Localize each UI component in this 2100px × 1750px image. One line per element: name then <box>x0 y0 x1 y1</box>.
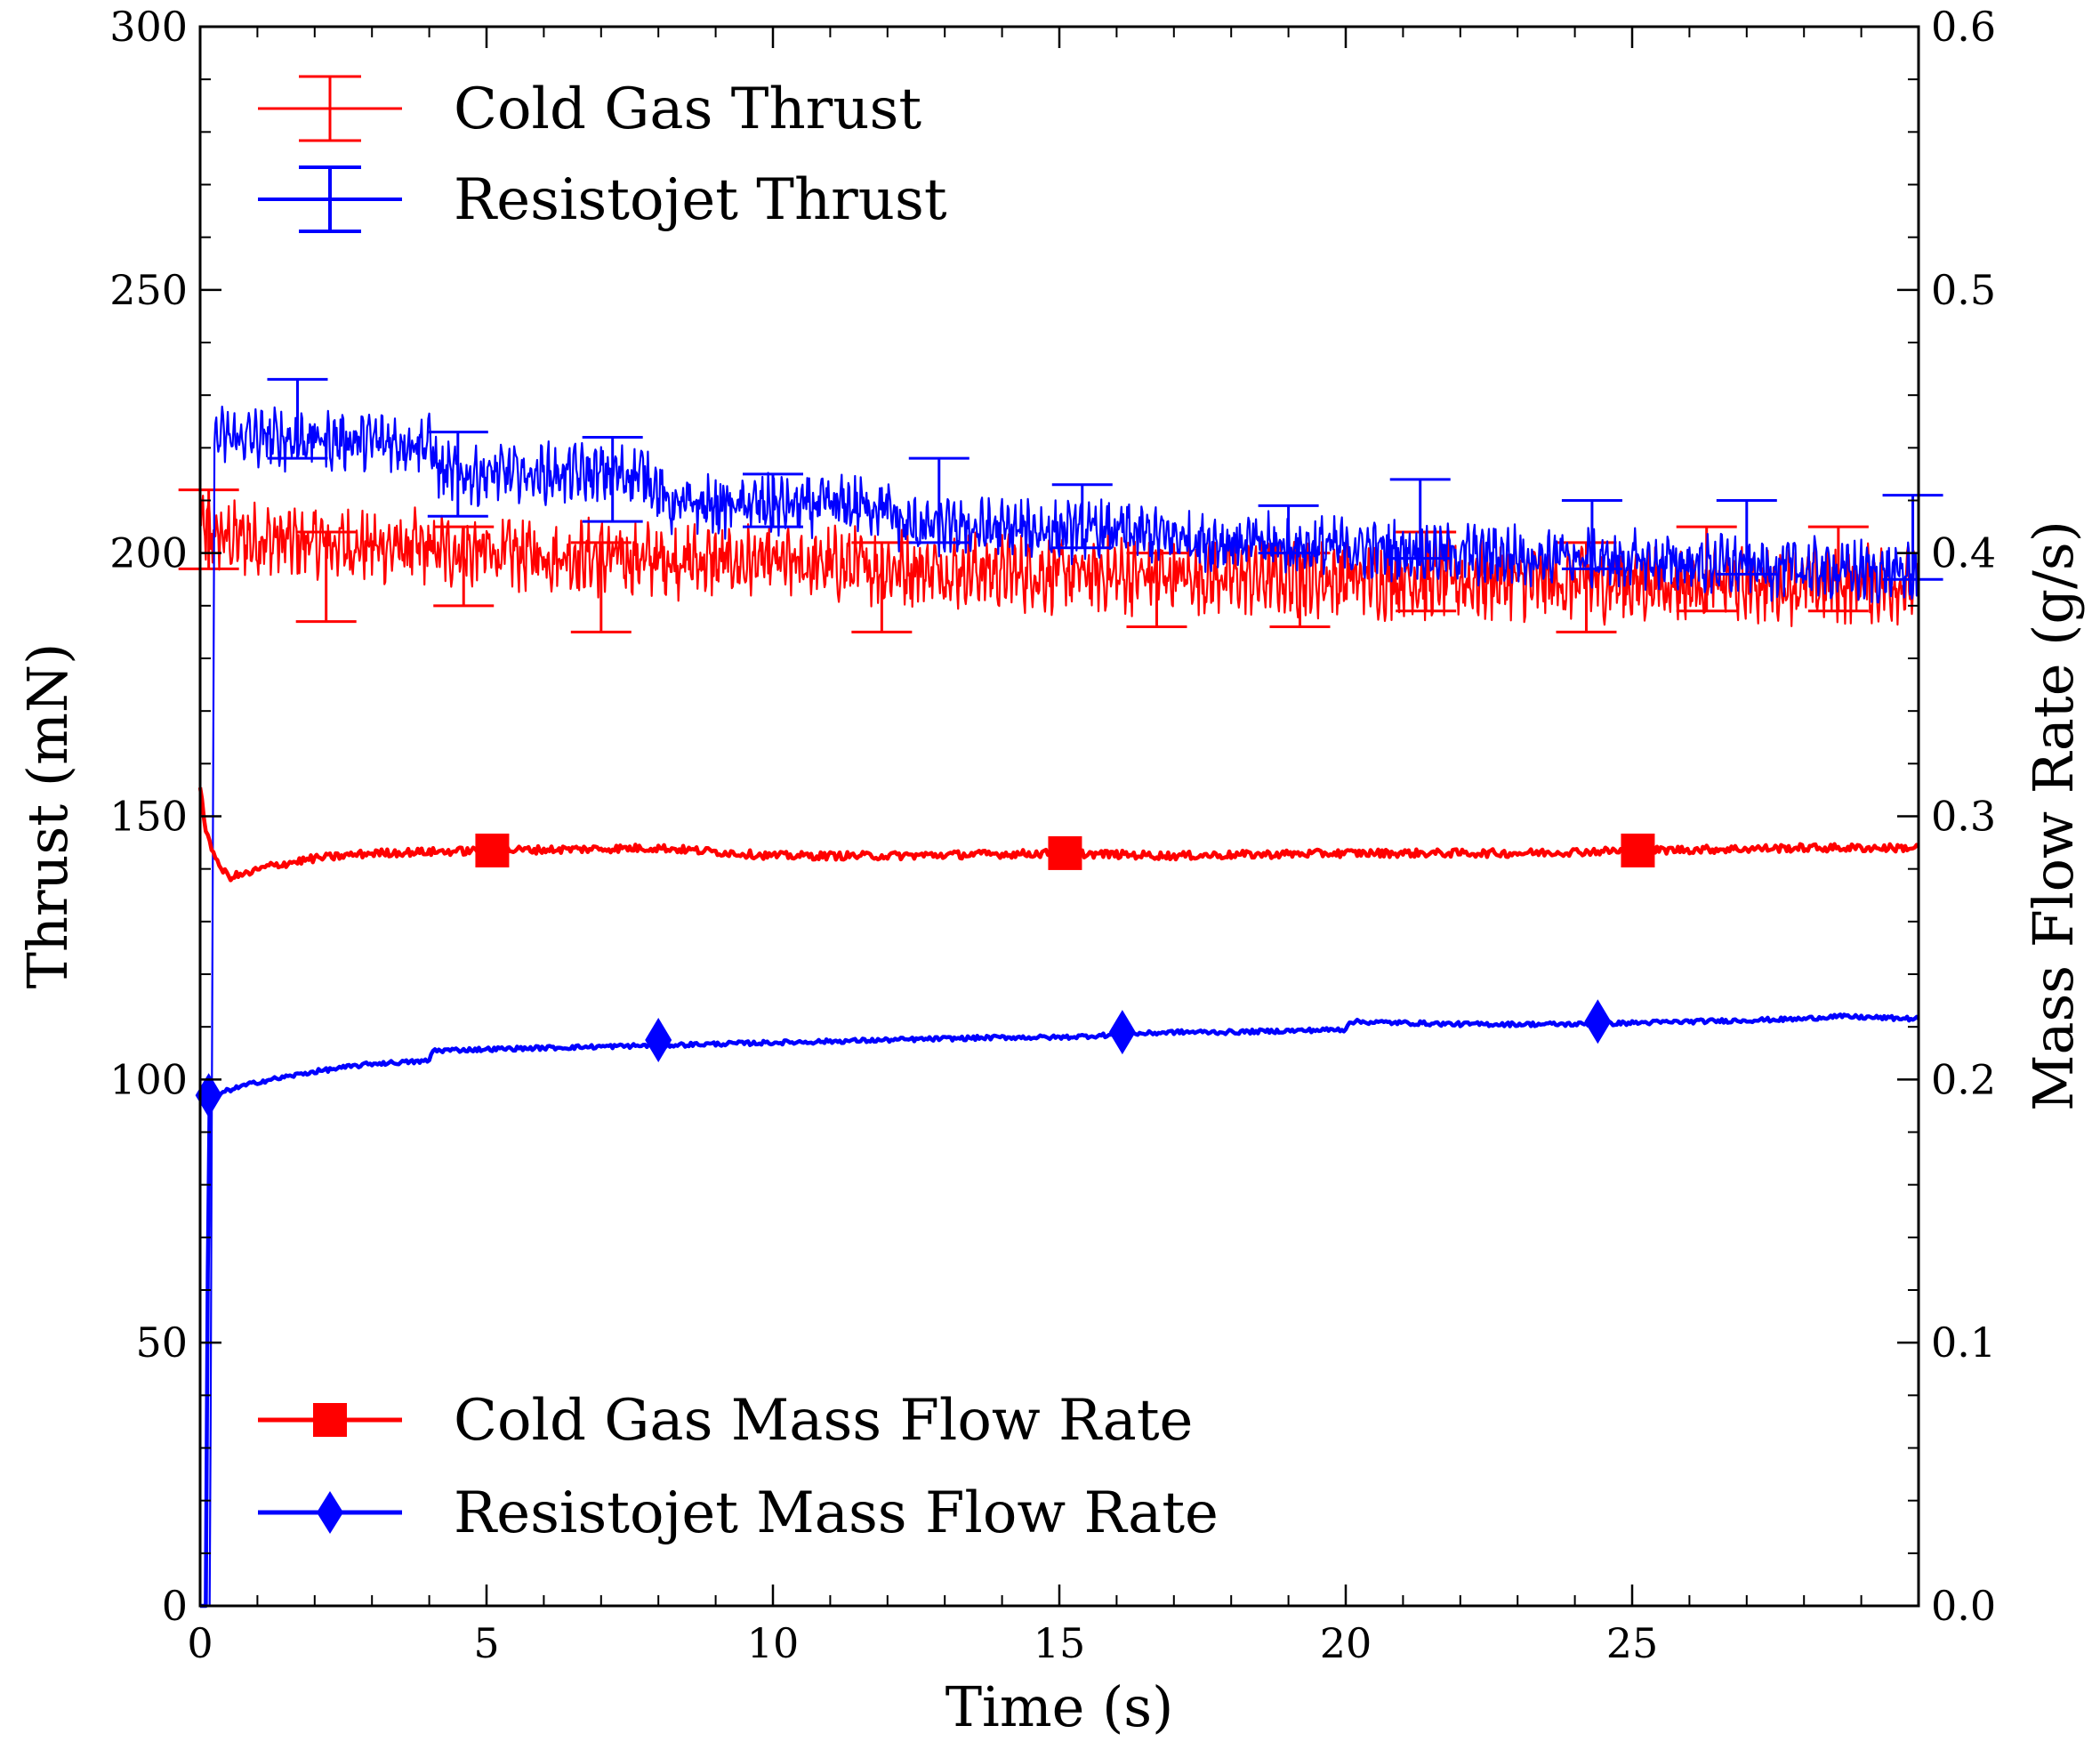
y-tick-label: 200 <box>109 529 188 577</box>
y2-tick-label: 0.5 <box>1931 266 1996 314</box>
legend-swatch-cold-gas-mass-flow <box>258 1403 402 1437</box>
y-axis-title: Thrust (mN) <box>15 643 80 989</box>
x-tick-label: 10 <box>747 1619 800 1667</box>
y-tick-label: 300 <box>109 3 188 51</box>
marker-diamond-resistojet-mass-flow-rate <box>1108 1010 1136 1055</box>
y-tick-label: 250 <box>109 266 188 314</box>
marker-square-cold-gas-mass-flow-rate <box>1621 833 1655 867</box>
tick-layer <box>198 25 1919 1608</box>
x-tick-label: 5 <box>473 1619 499 1667</box>
y2-tick-label: 0.6 <box>1931 3 1996 51</box>
marker-square-cold-gas-mass-flow-rate <box>1048 835 1082 870</box>
y2-tick-label: 0.2 <box>1931 1055 1996 1103</box>
legend-label-cold-gas-thrust: Cold Gas Thrust <box>454 77 921 142</box>
y-tick-label: 100 <box>109 1055 188 1103</box>
x-tick-label: 20 <box>1320 1619 1372 1667</box>
x-axis-title: Time (s) <box>945 1674 1174 1739</box>
series-line-resistojet-thrust <box>200 405 1920 1608</box>
legend-swatch-resistojet-mass-flow <box>258 1491 402 1534</box>
y2-tick-label: 0.1 <box>1931 1319 1996 1367</box>
y2-axis-title: Mass Flow Rate (g/s) <box>2021 520 2086 1111</box>
marker-diamond-resistojet-mass-flow-rate <box>645 1017 672 1062</box>
legend-swatch-resistojet-thrust <box>258 165 402 233</box>
x-tick-label: 0 <box>187 1619 213 1667</box>
y2-tick-label: 0.4 <box>1931 529 1996 577</box>
tick-label-layer: 0 5 10 15 20 250501001502002503000.00.10.20.3… <box>109 3 1996 1667</box>
legend-label-resistojet-thrust: Resistojet Thrust <box>454 167 947 233</box>
x-tick-label: 15 <box>1034 1619 1086 1667</box>
plot-frame <box>198 25 1920 1608</box>
x-tick-label: 25 <box>1606 1619 1659 1667</box>
y-tick-label: 150 <box>109 793 188 841</box>
marker-diamond-resistojet-mass-flow-rate <box>1584 999 1612 1044</box>
y2-tick-label: 0.3 <box>1931 793 1996 841</box>
series-line-resistojet-mass-flow-rate <box>199 1012 1920 1609</box>
legend-label-cold-gas-mass-flow: Cold Gas Mass Flow Rate <box>454 1388 1193 1454</box>
legend-swatch-cold-gas-thrust <box>258 75 402 142</box>
legend-label-resistojet-mass-flow: Resistojet Mass Flow Rate <box>454 1480 1219 1546</box>
legend-thrust: Cold Gas Thrust Resistojet Thrust <box>258 75 947 233</box>
y-tick-label: 0 <box>162 1582 188 1630</box>
marker-diamond-resistojet-mass-flow-rate <box>195 1073 222 1118</box>
marker-square-cold-gas-mass-flow-rate <box>475 833 510 867</box>
legend-mass-flow: Cold Gas Mass Flow Rate Resistojet Mass … <box>258 1388 1219 1546</box>
series-layer <box>178 377 1943 1609</box>
y-tick-label: 50 <box>135 1319 188 1367</box>
y2-tick-label: 0.0 <box>1931 1582 1996 1630</box>
